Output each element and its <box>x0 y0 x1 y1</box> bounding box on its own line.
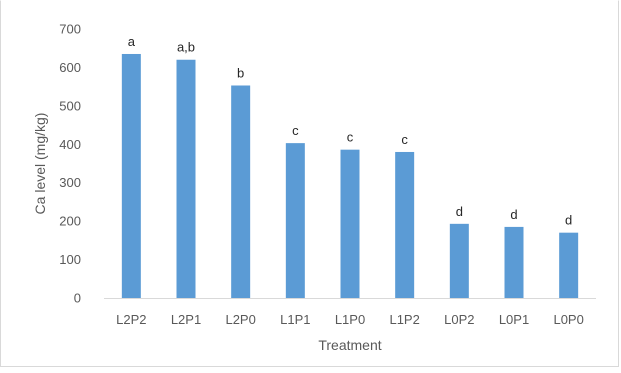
x-tick-label: L0P1 <box>499 312 529 327</box>
y-tick-label: 300 <box>59 175 81 190</box>
x-tick-label: L2P1 <box>171 312 201 327</box>
x-axis-title: Treatment <box>318 337 381 353</box>
bar-annotation: d <box>565 213 572 228</box>
y-axis-title: Ca level (mg/kg) <box>32 113 48 215</box>
y-tick-label: 400 <box>59 137 81 152</box>
x-tick-label: L2P0 <box>225 312 255 327</box>
bar-l1p2 <box>395 151 415 298</box>
bar-l2p2 <box>121 53 141 298</box>
bar-l0p1 <box>504 226 524 298</box>
y-tick-label: 500 <box>59 98 81 113</box>
x-tick-label: L1P1 <box>280 312 310 327</box>
x-axis-ticks: L2P2 L2P1 L2P0 L1P1 L1P0 L1P2 L0P2 L0P1 L0P0 <box>116 312 584 327</box>
y-axis-ticks: 0 100 200 300 400 500 600 700 <box>59 22 81 306</box>
bars <box>121 53 579 299</box>
bar-l1p1 <box>285 143 305 298</box>
x-tick-label: L0P0 <box>553 312 583 327</box>
bar-annotation: d <box>510 207 517 222</box>
bar-l0p2 <box>449 223 469 298</box>
bar-annotation: c <box>292 123 299 138</box>
y-tick-label: 0 <box>74 291 81 306</box>
bar-l1p0 <box>340 149 360 298</box>
bar-l2p0 <box>231 85 251 299</box>
x-tick-label: L0P2 <box>444 312 474 327</box>
bar-annotation: c <box>347 130 354 145</box>
y-tick-label: 200 <box>59 214 81 229</box>
y-tick-label: 600 <box>59 60 81 75</box>
bar-annotations: a a,b b c c c d d d <box>128 34 573 228</box>
x-tick-label: L1P0 <box>335 312 365 327</box>
bar-annotation: d <box>456 204 463 219</box>
bar-annotation: b <box>237 65 244 80</box>
bar-l0p0 <box>559 232 579 298</box>
bar-l2p1 <box>176 59 196 298</box>
bar-annotation: a <box>128 34 136 49</box>
bar-annotation: a,b <box>177 40 195 55</box>
x-tick-label: L2P2 <box>116 312 146 327</box>
x-tick-label: L1P2 <box>389 312 419 327</box>
bar-annotation: c <box>401 132 408 147</box>
y-tick-label: 700 <box>59 22 81 37</box>
y-tick-label: 100 <box>59 252 81 267</box>
